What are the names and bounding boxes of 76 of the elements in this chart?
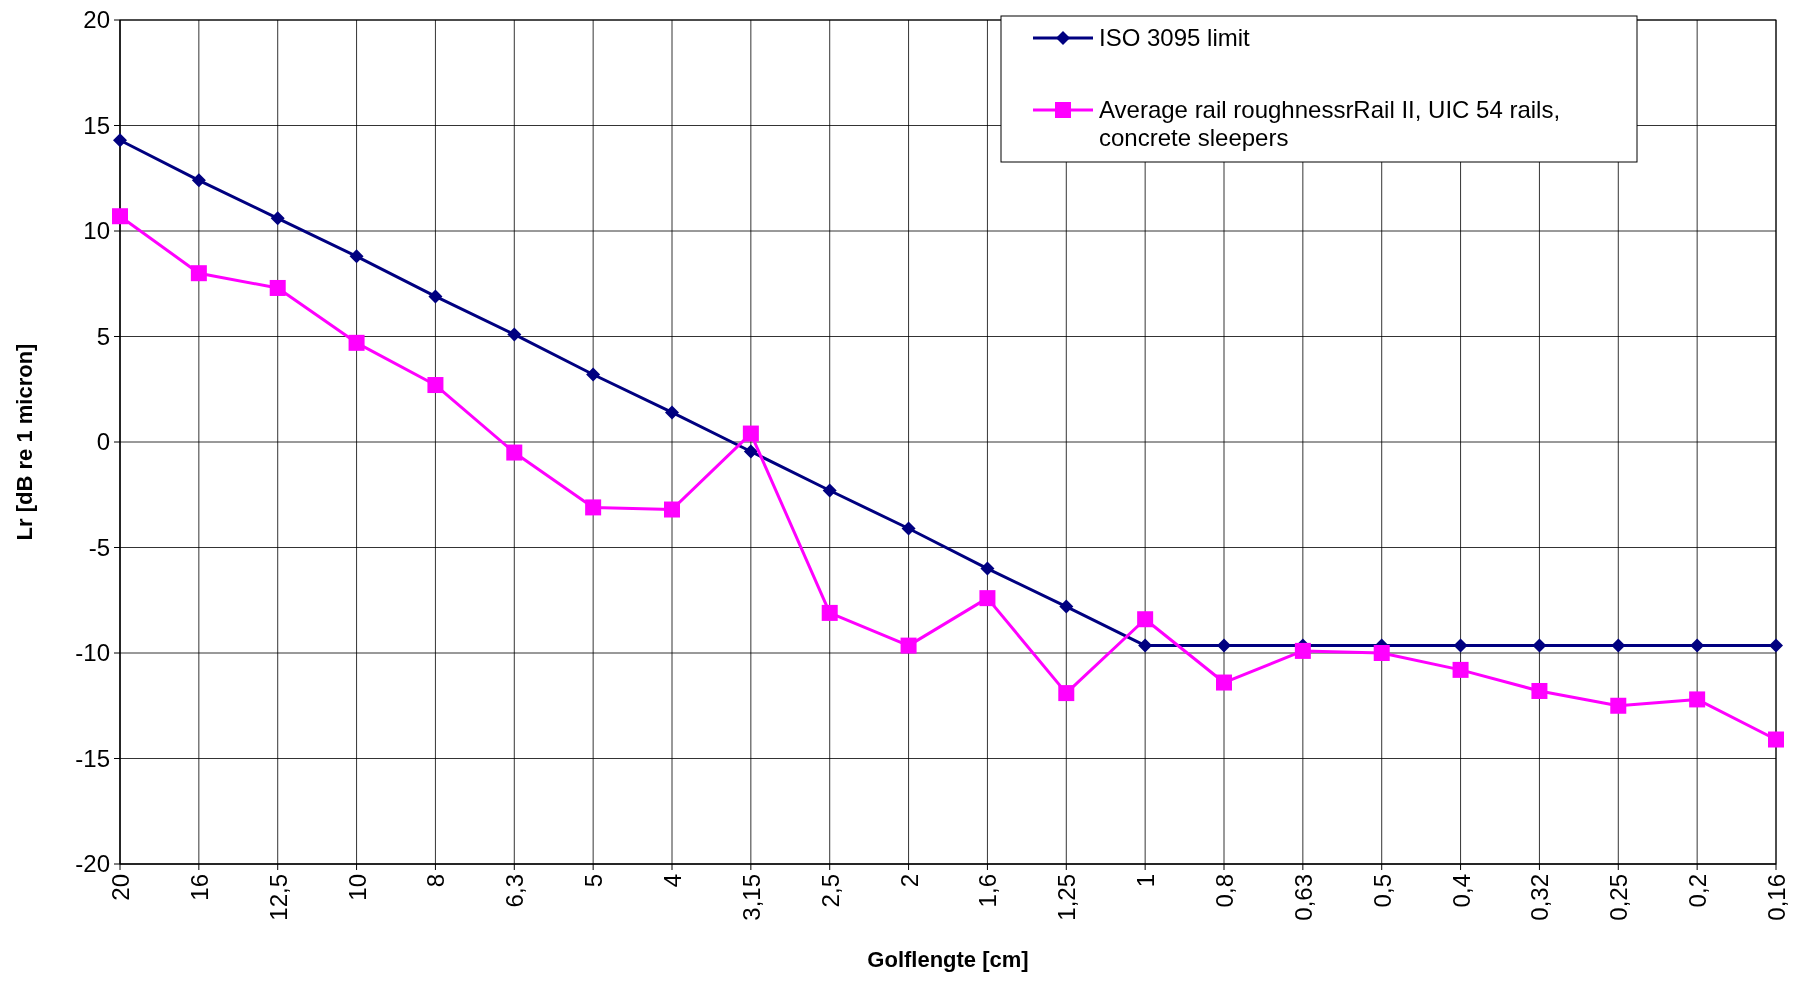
x-tick-label: 0,32: [1526, 874, 1554, 921]
x-tick-label: 8: [422, 874, 450, 888]
point: [1373, 645, 1390, 661]
y-tick-label: -5: [88, 533, 110, 561]
point: [1690, 638, 1705, 653]
point: [507, 327, 522, 342]
point: [506, 444, 523, 461]
point: [901, 521, 916, 536]
point: [1058, 685, 1075, 702]
point: [743, 444, 758, 459]
point: [586, 367, 601, 382]
point: [348, 334, 365, 351]
point: [1611, 638, 1626, 653]
x-tick-label: 10: [343, 874, 371, 901]
y-tick-label: 10: [83, 217, 110, 245]
y-tick-label: 20: [83, 6, 110, 34]
point: [1453, 638, 1468, 653]
point: [1138, 638, 1153, 653]
x-tick-label: 1,25: [1053, 874, 1081, 921]
point: [428, 289, 443, 304]
point: [1531, 682, 1548, 699]
point: [1610, 697, 1627, 714]
x-tick-label: 0,5: [1368, 874, 1396, 908]
x-axis-title: Golflengte [cm]: [867, 947, 1029, 972]
y-tick-label: -20: [75, 850, 110, 878]
point: [349, 249, 364, 264]
x-tick-label: 4: [659, 874, 686, 888]
point: [1768, 731, 1784, 748]
x-tick-label: 0,25: [1605, 874, 1633, 921]
point: [585, 499, 602, 516]
point: [190, 265, 207, 282]
point: [1689, 691, 1706, 708]
y-tick-label: -10: [75, 639, 110, 667]
point: [821, 604, 838, 621]
legend-label: ISO 3095 limit: [1099, 24, 1251, 52]
point: [191, 173, 206, 188]
x-tick-label: 12,5: [264, 874, 292, 921]
point: [1769, 638, 1783, 653]
point: [1294, 642, 1311, 659]
point: [665, 405, 679, 420]
y-axis-title: Lr [dB re 1 micron]: [12, 343, 37, 541]
point: [742, 425, 759, 442]
x-tick-label: 2,5: [816, 874, 844, 908]
point: [1216, 674, 1232, 691]
x-tick-label: 0,4: [1447, 874, 1475, 908]
point: [1137, 611, 1154, 628]
point: [1532, 638, 1547, 653]
point: [980, 561, 995, 576]
point: [1059, 599, 1074, 614]
x-tick-label: 0,63: [1289, 874, 1317, 921]
point: [270, 211, 285, 226]
point: [1452, 661, 1469, 678]
x-tick-label: 5: [580, 874, 608, 888]
y-tick-label: 0: [96, 428, 110, 456]
point: [979, 590, 996, 607]
point: [900, 637, 917, 654]
x-tick-label: 1: [1132, 874, 1160, 888]
x-tick-label: 1,6: [974, 874, 1002, 908]
x-tick-label: 3,15: [737, 874, 765, 921]
point: [1217, 638, 1231, 653]
y-tick-label: 15: [83, 111, 110, 139]
y-tick-label: -15: [75, 744, 110, 772]
point: [822, 483, 837, 498]
x-tick-label: 6,3: [501, 874, 529, 908]
x-tick-label: 2: [895, 874, 923, 888]
point: [269, 279, 286, 296]
legend-label: Average rail roughnessrRail II, UIC 54 rails, concrete sleepers: [1099, 96, 1561, 151]
point: [112, 208, 128, 225]
point: [664, 501, 680, 518]
x-tick-label: 0,8: [1211, 874, 1238, 908]
point: [113, 133, 127, 148]
x-tick-label: 0,16: [1763, 874, 1790, 921]
x-tick-label: 0,2: [1684, 874, 1712, 908]
y-tick-label: 5: [96, 322, 110, 350]
point: [427, 377, 444, 394]
x-tick-label: 16: [185, 874, 213, 901]
